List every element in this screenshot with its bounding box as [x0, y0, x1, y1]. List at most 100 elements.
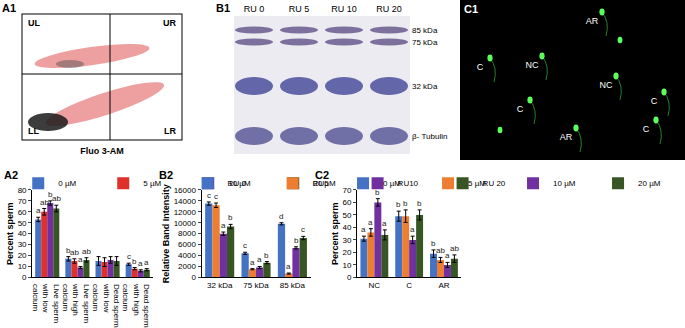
- svg-text:75 kDa: 75 kDa: [243, 281, 269, 290]
- svg-text:LL: LL: [28, 126, 39, 136]
- svg-text:20: 20: [18, 251, 27, 260]
- svg-text:0 µM: 0 µM: [58, 179, 76, 188]
- svg-text:b: b: [403, 199, 408, 208]
- svg-text:50: 50: [342, 211, 351, 220]
- svg-text:80: 80: [18, 186, 27, 195]
- svg-text:AR: AR: [560, 132, 573, 142]
- svg-text:d: d: [279, 212, 283, 221]
- svg-text:85 kDa: 85 kDa: [412, 26, 438, 35]
- svg-text:4000: 4000: [178, 251, 196, 260]
- svg-text:C1: C1: [464, 3, 478, 15]
- svg-text:ab: ab: [52, 194, 61, 203]
- svg-text:0: 0: [191, 273, 196, 282]
- svg-text:c: c: [243, 241, 247, 250]
- svg-text:AR: AR: [586, 16, 599, 26]
- svg-text:a: a: [445, 251, 450, 260]
- svg-text:10: 10: [18, 262, 27, 271]
- svg-text:a: a: [361, 225, 366, 234]
- svg-text:b: b: [417, 199, 422, 208]
- svg-text:a: a: [382, 219, 387, 228]
- svg-text:ab: ab: [436, 246, 445, 255]
- svg-text:RU 20: RU 20: [376, 4, 402, 14]
- svg-text:RU 10: RU 10: [331, 4, 357, 14]
- svg-text:B2: B2: [159, 169, 173, 181]
- svg-text:UR: UR: [163, 18, 176, 28]
- svg-text:LR: LR: [164, 126, 176, 136]
- svg-text:85 kDa: 85 kDa: [280, 281, 306, 290]
- svg-text:b: b: [264, 251, 269, 260]
- svg-text:C: C: [651, 96, 658, 106]
- svg-text:10: 10: [342, 261, 351, 270]
- svg-text:b: b: [431, 239, 436, 248]
- svg-text:75 kDa: 75 kDa: [412, 38, 438, 47]
- svg-text:6000: 6000: [178, 240, 196, 249]
- svg-text:C: C: [643, 124, 650, 134]
- svg-text:UL: UL: [28, 18, 40, 28]
- svg-text:a: a: [78, 255, 83, 264]
- svg-text:2000: 2000: [178, 262, 196, 271]
- svg-text:a: a: [257, 255, 262, 264]
- svg-text:10 µM: 10 µM: [553, 179, 576, 188]
- svg-text:32 kDa: 32 kDa: [412, 82, 438, 91]
- svg-text:B1: B1: [216, 2, 230, 14]
- svg-text:60: 60: [18, 208, 27, 217]
- svg-text:50: 50: [18, 219, 27, 228]
- svg-text:a: a: [368, 218, 373, 227]
- svg-text:Relative Band Intensity: Relative Band Intensity: [161, 184, 171, 283]
- svg-text:Percent sperm: Percent sperm: [330, 202, 340, 265]
- svg-text:Live spermwith lowcalcium: Live spermwith lowcalcium: [31, 283, 61, 323]
- svg-text:NC: NC: [600, 80, 613, 90]
- svg-text:0: 0: [347, 273, 352, 282]
- svg-text:8000: 8000: [178, 229, 196, 238]
- svg-text:5 µM: 5 µM: [143, 179, 161, 188]
- svg-text:70: 70: [18, 197, 27, 206]
- svg-text:C: C: [477, 62, 484, 72]
- svg-text:30: 30: [18, 240, 27, 249]
- svg-text:ab: ab: [450, 244, 459, 253]
- svg-text:c: c: [301, 225, 305, 234]
- svg-text:b: b: [132, 257, 137, 266]
- svg-text:a: a: [410, 225, 415, 234]
- svg-text:a: a: [144, 258, 149, 267]
- svg-text:a: a: [221, 221, 226, 230]
- svg-text:c: c: [214, 192, 218, 201]
- svg-text:RU 20: RU 20: [483, 179, 506, 188]
- svg-text:c: c: [207, 191, 211, 200]
- svg-text:5 µM: 5 µM: [468, 179, 486, 188]
- svg-text:0 µM: 0 µM: [383, 179, 401, 188]
- svg-text:RU 5: RU 5: [289, 4, 310, 14]
- svg-text:32 kDa: 32 kDa: [207, 281, 233, 290]
- svg-text:Live spermwith highcalcium: Live spermwith highcalcium: [61, 283, 91, 323]
- svg-text:40: 40: [18, 229, 27, 238]
- svg-text:AR: AR: [438, 281, 449, 290]
- svg-text:10000: 10000: [174, 219, 197, 228]
- svg-text:0: 0: [22, 273, 27, 282]
- svg-text:ab: ab: [70, 248, 79, 257]
- svg-text:b: b: [48, 190, 53, 199]
- svg-text:ab: ab: [40, 198, 49, 207]
- svg-text:20 µM: 20 µM: [313, 179, 336, 188]
- svg-text:RU5: RU5: [313, 179, 330, 188]
- svg-text:β- Tubulin: β- Tubulin: [412, 132, 447, 141]
- svg-text:Dead spermwith highcalcium: Dead spermwith highcalcium: [121, 283, 151, 328]
- svg-text:b: b: [375, 188, 380, 197]
- svg-text:16000: 16000: [174, 186, 197, 195]
- svg-text:70: 70: [342, 186, 351, 195]
- svg-text:A1: A1: [2, 2, 16, 14]
- svg-text:Percent sperm: Percent sperm: [5, 202, 15, 265]
- svg-text:RU 0: RU 0: [228, 179, 247, 188]
- svg-text:C: C: [517, 104, 524, 114]
- svg-text:a: a: [36, 206, 41, 215]
- svg-text:a: a: [138, 259, 143, 268]
- svg-text:20: 20: [342, 248, 351, 257]
- svg-text:30: 30: [342, 236, 351, 245]
- svg-text:a: a: [250, 258, 255, 267]
- svg-text:c: c: [127, 252, 131, 261]
- svg-text:ab: ab: [82, 247, 91, 256]
- svg-text:A2: A2: [4, 169, 18, 181]
- svg-text:20 µM: 20 µM: [638, 179, 661, 188]
- svg-text:14000: 14000: [174, 197, 197, 206]
- svg-text:60: 60: [342, 198, 351, 207]
- svg-text:b: b: [66, 246, 71, 255]
- svg-text:Fluo 3-AM: Fluo 3-AM: [80, 146, 124, 156]
